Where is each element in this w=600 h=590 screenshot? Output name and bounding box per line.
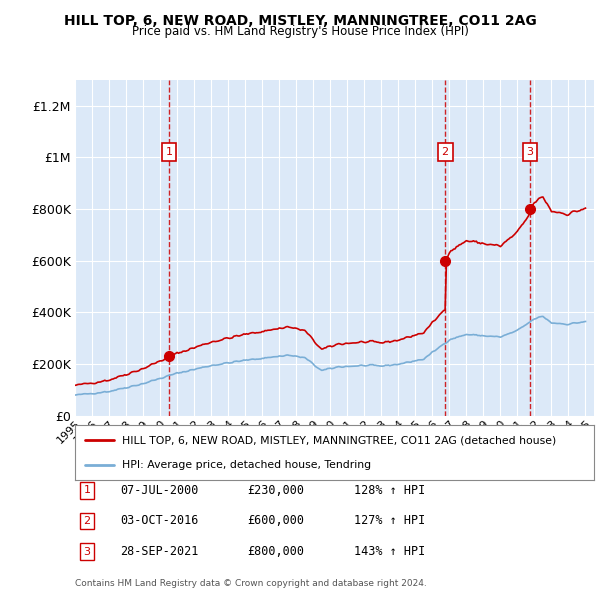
Text: 3: 3 <box>527 147 533 157</box>
Text: £800,000: £800,000 <box>248 545 305 558</box>
Text: Price paid vs. HM Land Registry's House Price Index (HPI): Price paid vs. HM Land Registry's House … <box>131 25 469 38</box>
Text: 143% ↑ HPI: 143% ↑ HPI <box>355 545 425 558</box>
Text: 3: 3 <box>83 547 91 556</box>
Text: £230,000: £230,000 <box>248 484 305 497</box>
Text: Contains HM Land Registry data © Crown copyright and database right 2024.: Contains HM Land Registry data © Crown c… <box>75 579 427 588</box>
Text: HILL TOP, 6, NEW ROAD, MISTLEY, MANNINGTREE, CO11 2AG: HILL TOP, 6, NEW ROAD, MISTLEY, MANNINGT… <box>64 14 536 28</box>
Text: 1: 1 <box>83 486 91 495</box>
Text: 28-SEP-2021: 28-SEP-2021 <box>120 545 198 558</box>
Text: 2: 2 <box>83 516 91 526</box>
Text: £600,000: £600,000 <box>248 514 305 527</box>
Text: 1: 1 <box>166 147 172 157</box>
Text: 03-OCT-2016: 03-OCT-2016 <box>120 514 198 527</box>
Text: HILL TOP, 6, NEW ROAD, MISTLEY, MANNINGTREE, CO11 2AG (detached house): HILL TOP, 6, NEW ROAD, MISTLEY, MANNINGT… <box>122 435 556 445</box>
Text: 07-JUL-2000: 07-JUL-2000 <box>120 484 198 497</box>
Text: 127% ↑ HPI: 127% ↑ HPI <box>355 514 425 527</box>
Text: HPI: Average price, detached house, Tendring: HPI: Average price, detached house, Tend… <box>122 460 371 470</box>
Text: 128% ↑ HPI: 128% ↑ HPI <box>355 484 425 497</box>
Text: 2: 2 <box>442 147 449 157</box>
